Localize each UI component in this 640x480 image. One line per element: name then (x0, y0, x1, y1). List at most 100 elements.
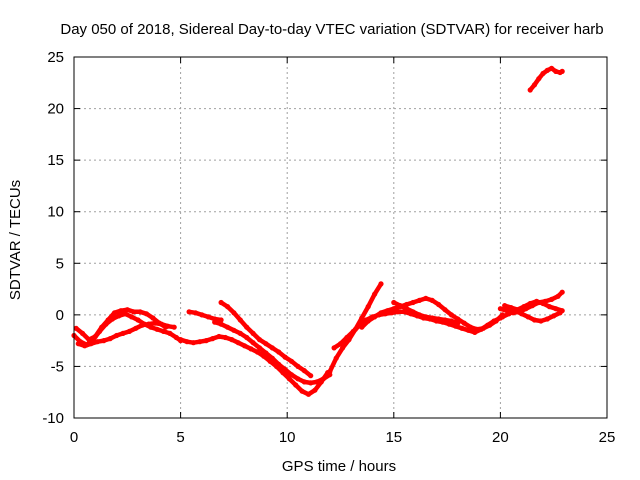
data-point (340, 345, 346, 351)
data-point (559, 68, 565, 74)
data-point (186, 309, 192, 315)
data-point (184, 339, 190, 345)
data-point (222, 334, 228, 341)
data-point (295, 363, 301, 369)
data-point (131, 309, 137, 315)
data-point (133, 325, 139, 331)
series-line (502, 299, 565, 313)
data-point (384, 308, 390, 314)
data-point (276, 361, 282, 367)
data-point (549, 65, 555, 71)
data-point (474, 326, 480, 332)
data-point (519, 311, 525, 317)
data-point (559, 289, 565, 295)
data-point (555, 293, 561, 299)
data-point (301, 368, 307, 374)
series-arc-7 (212, 319, 333, 386)
data-point (416, 297, 422, 303)
data-point (244, 324, 250, 330)
data-point (160, 328, 167, 334)
data-point (391, 299, 397, 306)
series-arc-6 (218, 299, 314, 379)
data-point (129, 314, 135, 320)
data-point (423, 295, 429, 301)
data-point (372, 314, 378, 320)
data-point (378, 281, 384, 287)
data-point (101, 338, 107, 344)
data-point (231, 310, 237, 316)
data-point (423, 314, 429, 320)
series-arc-15 (527, 65, 565, 93)
series-arc-11 (391, 299, 461, 326)
data-point (237, 330, 243, 336)
data-point (333, 355, 339, 361)
data-point (549, 296, 555, 302)
data-point (124, 307, 130, 313)
data-point (314, 379, 320, 385)
y-axis-label: SDTVAR / TECUs (7, 180, 24, 300)
data-point (197, 339, 203, 345)
data-point (216, 333, 222, 340)
data-point (218, 317, 224, 323)
data-point (536, 76, 542, 82)
data-point (527, 87, 533, 93)
data-point (544, 67, 550, 73)
data-point (79, 330, 86, 336)
x-tick-label: 0 (70, 429, 78, 446)
data-point (553, 306, 559, 312)
data-point (86, 337, 92, 343)
data-point (218, 321, 224, 327)
data-point (308, 373, 314, 379)
data-point (372, 291, 378, 297)
data-point (295, 376, 301, 382)
data-point (487, 322, 493, 328)
data-point (203, 338, 209, 344)
data-point (293, 382, 299, 388)
data-point (282, 366, 288, 373)
data-point (224, 304, 231, 310)
data-point (531, 317, 538, 323)
data-point (154, 326, 160, 332)
data-point (242, 343, 248, 349)
data-point (126, 328, 132, 334)
x-tick-label: 5 (176, 429, 184, 446)
data-point (256, 345, 263, 351)
data-point (461, 320, 467, 326)
data-point (244, 334, 250, 341)
series-arc-5 (186, 309, 224, 323)
data-point (506, 311, 512, 317)
data-point (468, 324, 474, 330)
data-point (288, 372, 295, 378)
data-point (344, 334, 350, 341)
data-point (499, 314, 506, 320)
data-point (218, 299, 224, 306)
data-point (312, 387, 318, 393)
data-point (94, 339, 101, 345)
grid-lines (74, 57, 607, 418)
data-point (410, 309, 416, 315)
data-point (442, 307, 448, 313)
data-point (538, 318, 544, 324)
data-point (455, 316, 461, 322)
data-point (534, 298, 540, 304)
data-point (308, 380, 314, 386)
data-point (493, 318, 499, 324)
data-point (99, 324, 105, 330)
data-point (350, 328, 356, 334)
data-point (224, 324, 231, 330)
data-point (120, 330, 126, 336)
data-point (173, 334, 179, 341)
data-point (429, 297, 435, 303)
data-point (139, 322, 145, 328)
data-point (397, 303, 403, 309)
data-point (171, 324, 177, 330)
data-point (416, 312, 422, 318)
data-point (92, 333, 98, 340)
data-point (263, 341, 269, 347)
data-point (327, 369, 333, 375)
data-point (442, 317, 448, 323)
data-point (146, 321, 152, 327)
y-tick-label: -5 (51, 358, 64, 375)
x-tick-label: 25 (599, 429, 616, 446)
